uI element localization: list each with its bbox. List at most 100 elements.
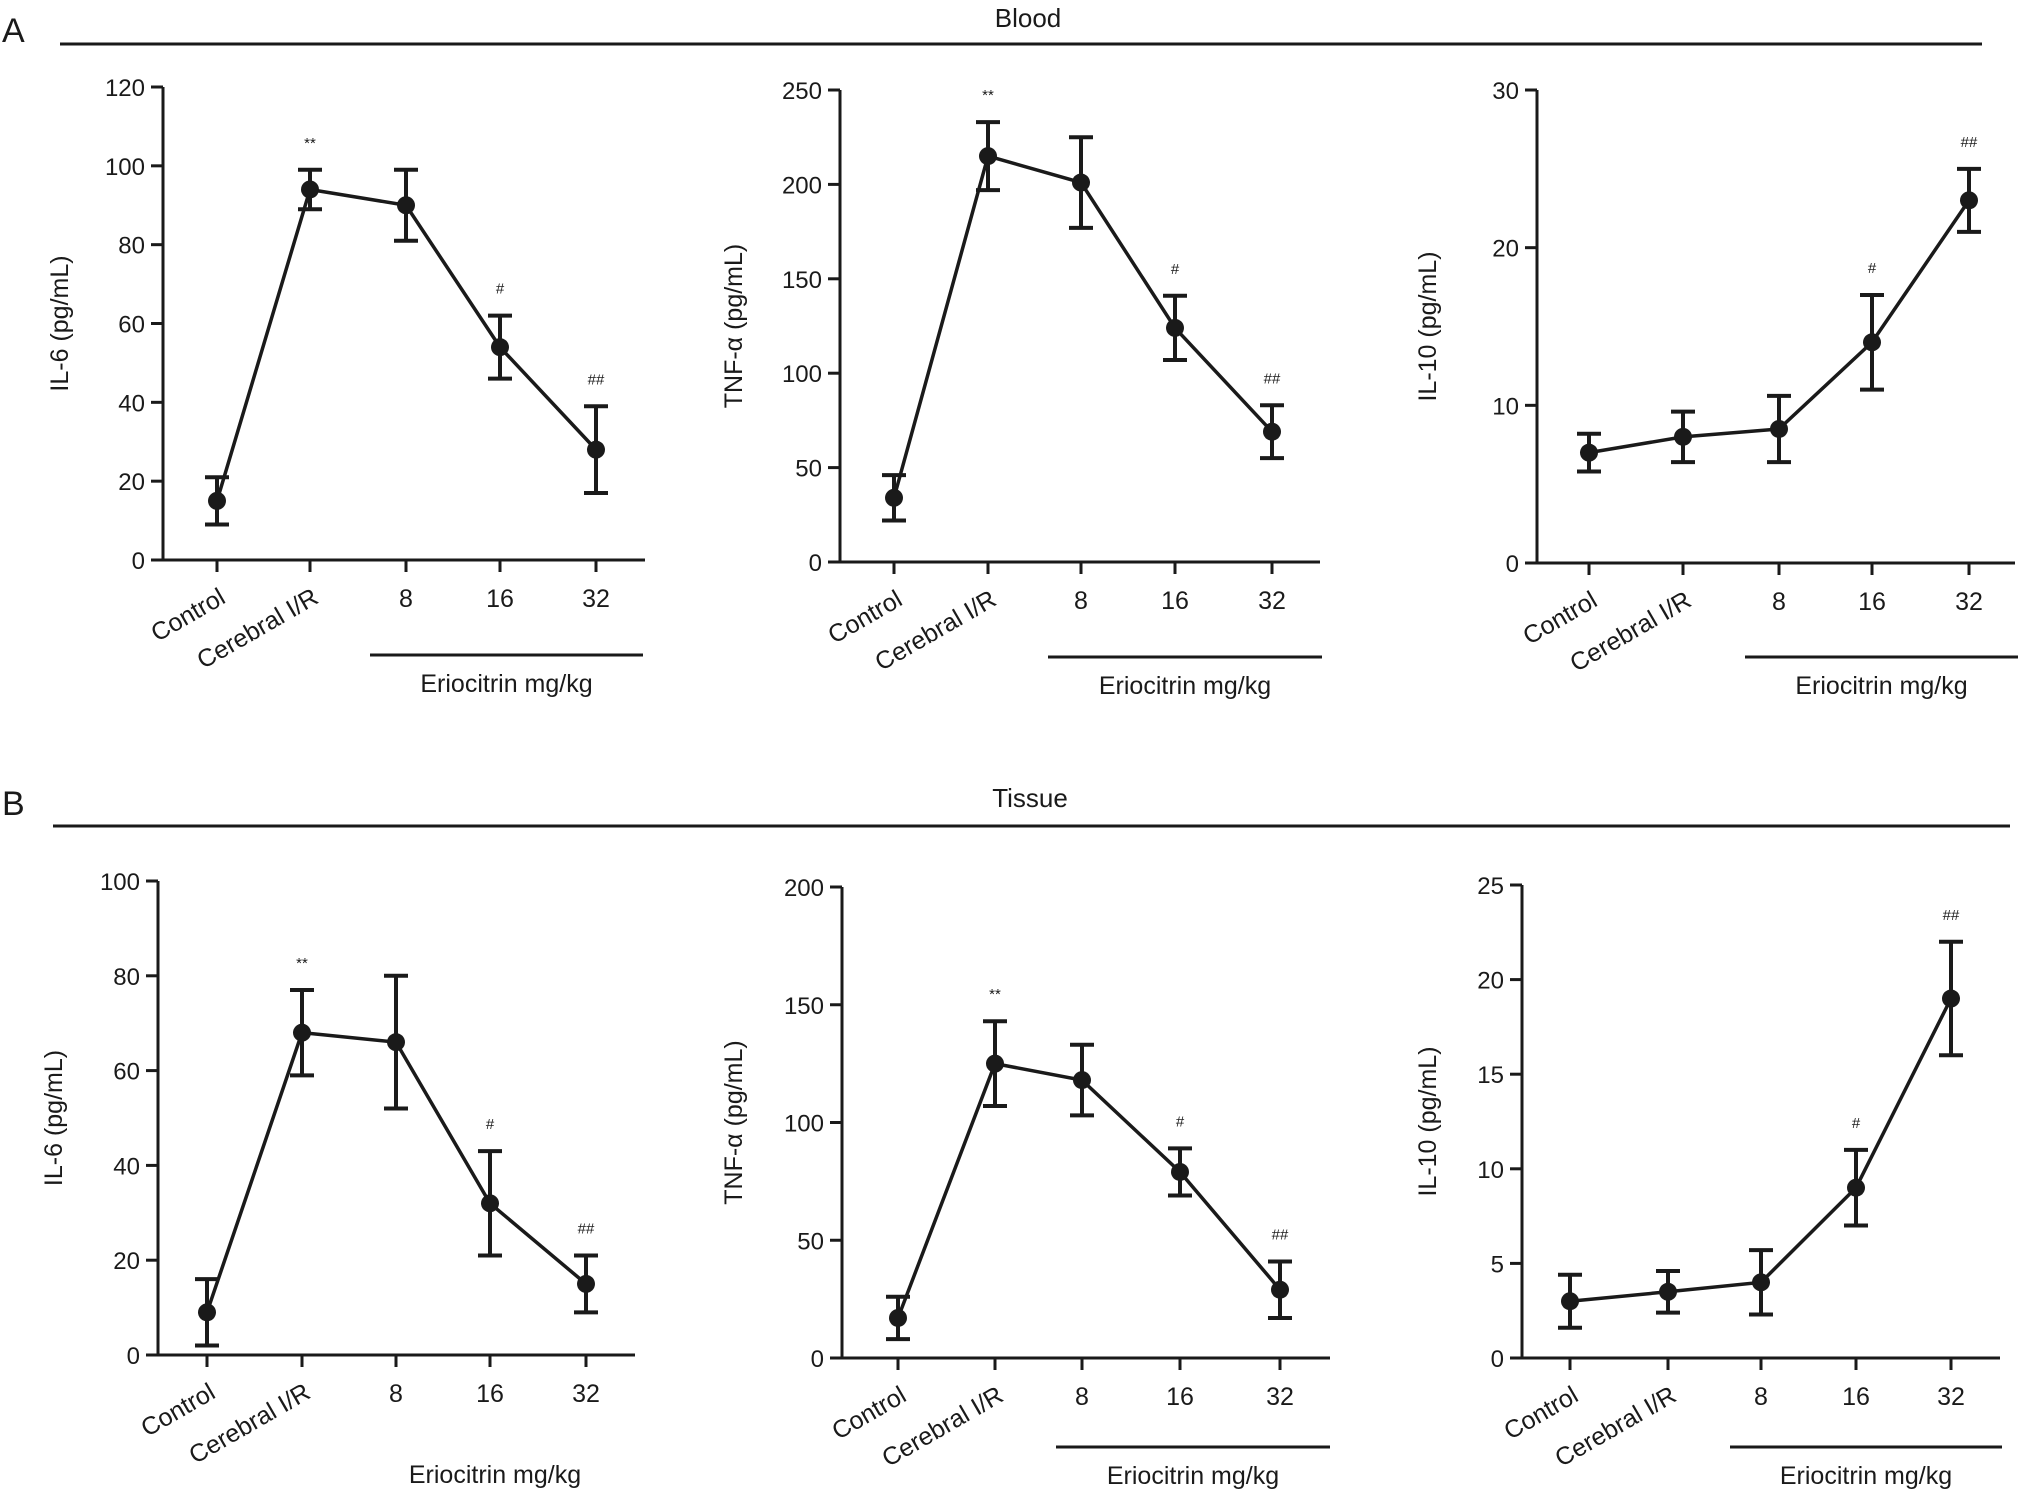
y-tick-label: 25 [1477, 873, 1504, 900]
significance-label: ## [1961, 134, 1978, 151]
data-point [1580, 443, 1598, 462]
x-category-label: 16 [476, 1380, 504, 1408]
y-axis-label: IL-6 (pg/mL) [40, 1050, 68, 1186]
y-tick-label: 250 [782, 78, 822, 105]
x-category-label: 8 [1075, 1383, 1089, 1411]
data-point [1073, 1071, 1091, 1090]
y-tick-label: 0 [1491, 1346, 1504, 1373]
y-tick-label: 200 [782, 172, 822, 199]
x-category-label: 32 [1258, 587, 1286, 615]
y-tick-label: 60 [118, 312, 145, 339]
significance-label: # [486, 1116, 495, 1133]
y-tick-label: 150 [784, 993, 824, 1020]
group-label: Eriocitrin mg/kg [1107, 1462, 1279, 1490]
y-tick-label: 30 [1492, 78, 1519, 105]
y-tick-label: 0 [811, 1346, 824, 1373]
data-point [208, 491, 226, 510]
y-axis-label: TNF-α (pg/mL) [720, 244, 748, 408]
data-point [986, 1054, 1004, 1073]
data-point [491, 338, 509, 357]
data-point [1166, 318, 1184, 337]
data-point [1960, 191, 1978, 210]
data-point [1659, 1282, 1677, 1301]
y-tick-label: 200 [784, 875, 824, 902]
significance-label: ## [578, 1220, 595, 1237]
data-point [1271, 1280, 1289, 1299]
x-category-label: 32 [1266, 1383, 1294, 1411]
data-point [885, 488, 903, 507]
significance-label: # [1868, 260, 1877, 277]
data-point [1847, 1178, 1865, 1197]
data-point [198, 1303, 216, 1322]
x-category-label: 8 [1772, 588, 1786, 616]
data-point [387, 1033, 405, 1052]
data-point [577, 1274, 595, 1293]
significance-label: # [496, 281, 505, 298]
x-category-label: 8 [399, 585, 413, 613]
x-category-label: 8 [1074, 587, 1088, 615]
y-tick-label: 100 [105, 154, 145, 181]
x-category-label: 32 [1937, 1383, 1965, 1411]
section-title-blood: Blood [995, 3, 1062, 33]
group-label: Eriocitrin mg/kg [1780, 1462, 1952, 1490]
data-point [1942, 989, 1960, 1008]
x-category-label: 16 [1161, 587, 1189, 615]
y-tick-label: 20 [1477, 968, 1504, 995]
y-axis-label: IL-10 (pg/mL) [1414, 251, 1442, 401]
y-tick-label: 50 [795, 456, 822, 483]
data-point [1072, 173, 1090, 192]
y-tick-label: 100 [784, 1111, 824, 1138]
x-category-label: 16 [1858, 588, 1886, 616]
y-axis-label: IL-10 (pg/mL) [1414, 1046, 1442, 1196]
data-point [1863, 333, 1881, 352]
significance-label: ## [1264, 370, 1281, 387]
group-label: Eriocitrin mg/kg [420, 670, 592, 698]
significance-label: # [1176, 1113, 1185, 1130]
significance-label: ** [304, 135, 316, 152]
y-axis-label: TNF-α (pg/mL) [720, 1040, 748, 1204]
y-tick-label: 40 [113, 1153, 140, 1180]
significance-label: # [1171, 261, 1180, 278]
x-category-label: 8 [1754, 1383, 1768, 1411]
panel-letter-b: B [2, 785, 25, 823]
y-tick-label: 15 [1477, 1062, 1504, 1089]
x-category-label: 16 [1842, 1383, 1870, 1411]
group-label: Eriocitrin mg/kg [1099, 672, 1271, 700]
group-label: Eriocitrin mg/kg [409, 1461, 581, 1489]
data-point [1674, 427, 1692, 446]
y-tick-label: 0 [1506, 551, 1519, 578]
y-tick-label: 5 [1491, 1251, 1504, 1278]
significance-label: ## [1943, 907, 1960, 924]
x-category-label: 8 [389, 1380, 403, 1408]
series-line [896, 1061, 1282, 1319]
y-tick-label: 80 [118, 233, 145, 260]
y-tick-label: 60 [113, 1059, 140, 1086]
section-title-tissue: Tissue [992, 783, 1068, 813]
y-tick-label: 80 [113, 964, 140, 991]
y-tick-label: 20 [113, 1248, 140, 1275]
panel-letter-a: A [2, 12, 25, 50]
y-tick-label: 150 [782, 267, 822, 294]
x-category-label: 16 [1166, 1383, 1194, 1411]
x-category-label: 32 [582, 585, 610, 613]
significance-label: ** [982, 87, 994, 104]
x-category-label: 16 [486, 585, 514, 613]
significance-label: ** [989, 986, 1001, 1003]
data-point [397, 196, 415, 215]
data-point [1561, 1292, 1579, 1311]
data-point [1171, 1162, 1189, 1181]
y-tick-label: 10 [1477, 1157, 1504, 1184]
significance-label: ** [296, 955, 308, 972]
data-point [1770, 419, 1788, 438]
y-axis-label: IL-6 (pg/mL) [46, 255, 74, 391]
data-point [481, 1194, 499, 1213]
y-tick-label: 100 [100, 869, 140, 896]
y-tick-label: 0 [127, 1343, 140, 1370]
data-point [1752, 1273, 1770, 1292]
y-tick-label: 0 [809, 550, 822, 577]
